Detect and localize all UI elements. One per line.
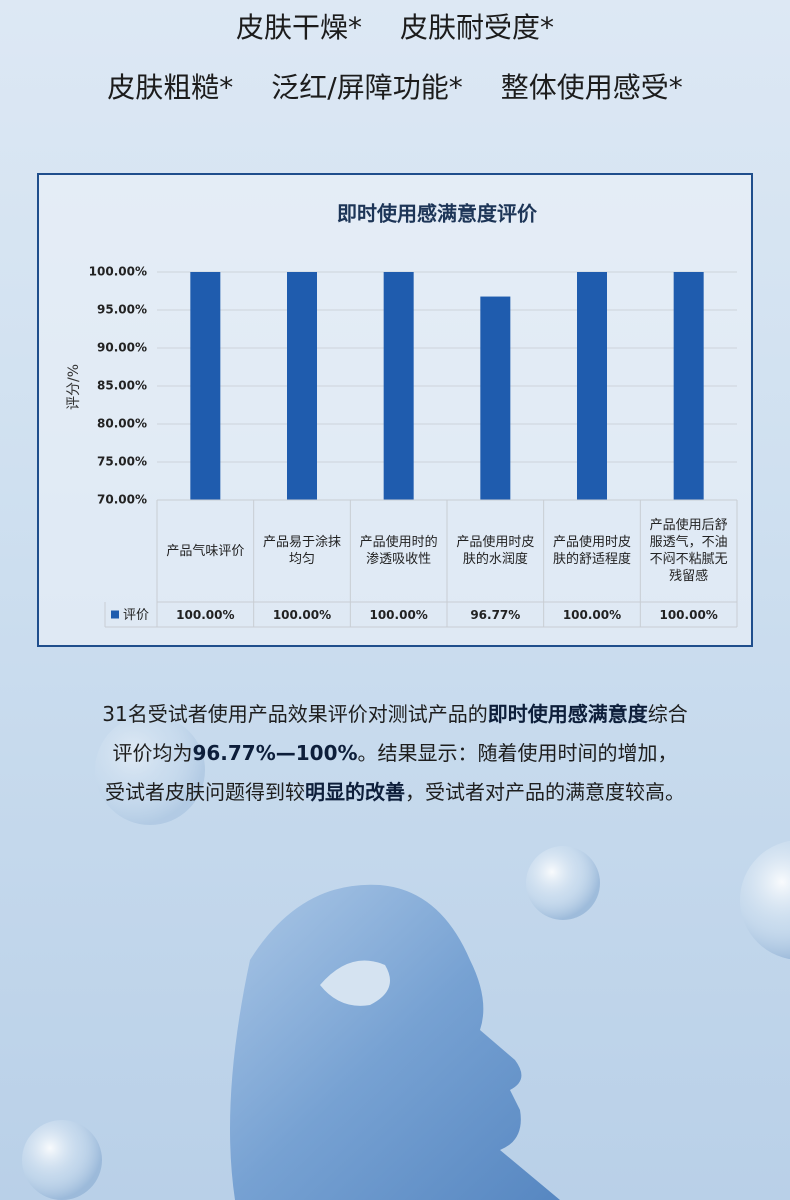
bar (480, 296, 511, 500)
value-label: 100.00% (369, 608, 427, 622)
text: 受试者皮肤问题得到较 (105, 780, 305, 804)
chart-title: 即时使用感满意度评价 (337, 202, 538, 226)
value-label: 100.00% (176, 608, 234, 622)
header-item: 皮肤干燥* (235, 11, 362, 44)
mask-image (230, 884, 560, 1200)
x-tick-label: 产品使用后舒服透气，不油不闷不粘腻无残留感 (649, 518, 728, 584)
paragraph-line: 31名受试者使用产品效果评价对测试产品的即时使用感满意度综合 (0, 698, 790, 727)
bar (577, 272, 607, 500)
bold-text: 96.77%—100% (192, 741, 358, 765)
text: 综合 (647, 702, 688, 726)
legend-swatch (111, 610, 119, 619)
bubble (22, 1120, 102, 1200)
value-label: 100.00% (273, 608, 331, 622)
bubble (526, 846, 600, 920)
y-tick-label: 90.00% (97, 341, 147, 355)
header-item: 皮肤耐受度* (400, 11, 555, 44)
category-cell: 产品使用时皮肤的水润度 (456, 535, 535, 567)
bar (673, 272, 704, 500)
category-cell: 产品易于涂抹均匀 (262, 535, 341, 567)
header-item: 整体使用感受* (500, 71, 683, 104)
bar (190, 272, 221, 500)
value-label: 96.77% (470, 608, 520, 622)
value-label: 100.00% (563, 608, 621, 622)
category-cell: 产品使用后舒服透气，不油不闷不粘腻无残留感 (649, 518, 728, 584)
bar (383, 272, 414, 500)
y-tick-label: 80.00% (97, 417, 147, 431)
y-tick-label: 100.00% (89, 265, 147, 279)
y-axis-label: 评分/% (66, 364, 82, 410)
text: ，受试者对产品的满意度较高。 (405, 780, 685, 804)
header-item: 皮肤粗糙* (107, 71, 234, 104)
header-item: 泛红/屏障功能* (271, 71, 463, 104)
text: 评价均为 (112, 741, 193, 765)
bar (287, 272, 317, 500)
mask-eye (320, 960, 390, 1006)
bubble (95, 715, 205, 825)
y-tick-label: 95.00% (97, 303, 147, 317)
bold-text: 明显的改善 (305, 780, 405, 804)
category-cell: 产品气味评价 (166, 543, 245, 559)
header-line: 皮肤干燥* 皮肤耐受度* (0, 6, 790, 46)
bubble (740, 840, 790, 960)
value-label: 100.00% (659, 608, 717, 622)
text: 。结果显示：随着使用时间的增加， (357, 741, 678, 765)
chart-box: 即时使用感满意度评价 评分/% 70.00% 75.00% 80.00% 85.00%… (37, 173, 753, 647)
text: 31名受试者使用产品效果评价对测试产品的 (102, 702, 488, 726)
paragraph-line: 受试者皮肤问题得到较明显的改善，受试者对产品的满意度较高。 (0, 776, 790, 805)
x-tick-label: 产品使用时皮肤的水润度 (456, 535, 535, 567)
x-tick-label: 产品气味评价 (166, 543, 245, 559)
paragraph-line: 评价均为96.77%—100%。结果显示：随着使用时间的增加， (0, 737, 790, 766)
category-cell: 产品使用时皮肤的舒适程度 (552, 535, 631, 567)
legend-label: 评价 (123, 608, 149, 623)
header-line: 皮肤粗糙* 泛红/屏障功能* 整体使用感受* (0, 66, 790, 106)
y-tick-label: 85.00% (97, 379, 147, 393)
category-cell: 产品使用时的渗透吸收性 (359, 535, 438, 567)
bold-text: 即时使用感满意度 (487, 702, 648, 726)
y-tick-label: 70.00% (97, 493, 147, 507)
x-tick-label: 产品使用时皮肤的舒适程度 (552, 535, 631, 567)
chart: 即时使用感满意度评价 评分/% 70.00% 75.00% 80.00% 85.00%… (66, 202, 738, 628)
x-tick-label: 产品使用时的渗透吸收性 (359, 535, 438, 567)
x-tick-label: 产品易于涂抹均匀 (262, 535, 341, 567)
y-tick-label: 75.00% (97, 455, 147, 469)
